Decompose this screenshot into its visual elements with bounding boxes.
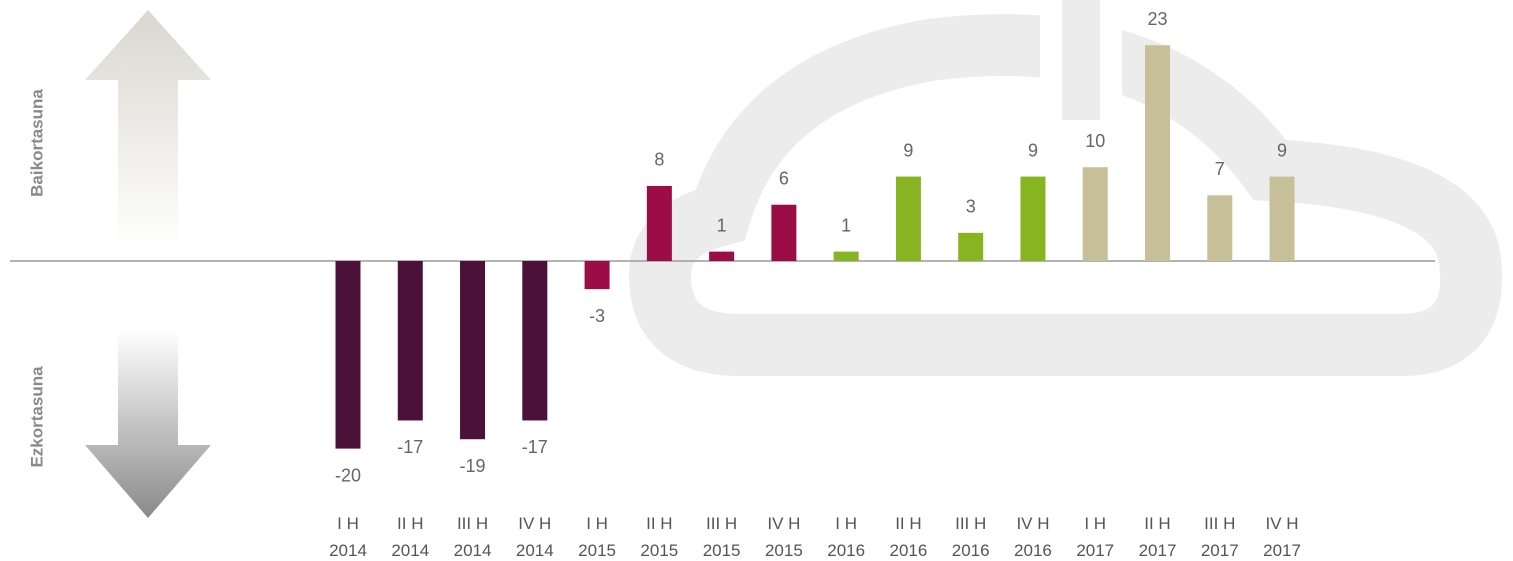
- cloud-decoration: [628, 14, 1503, 376]
- down-arrow: [85, 330, 211, 518]
- x-tick-label: I H 2015: [578, 514, 616, 560]
- bar: [771, 204, 797, 261]
- x-tick-label: I H 2014: [329, 514, 367, 560]
- bar: [833, 251, 859, 261]
- y-label-bottom: Ezkortasuna: [27, 366, 46, 468]
- x-tick-label: IV H 2016: [1014, 514, 1052, 560]
- up-arrow: [85, 10, 211, 250]
- bar: [460, 261, 486, 440]
- cloud-stem: [1062, 0, 1100, 120]
- value-label: 9: [903, 140, 913, 160]
- x-tick-label: II H 2016: [889, 514, 928, 560]
- value-label: 3: [966, 197, 976, 217]
- x-tick-label: IV H 2014: [515, 514, 554, 560]
- value-label: 6: [779, 168, 789, 188]
- value-label: -3: [589, 306, 605, 326]
- value-label: 9: [1028, 140, 1038, 160]
- bar: [397, 261, 423, 421]
- bar: [709, 251, 735, 261]
- bar: [646, 185, 672, 261]
- x-tick-label: IV H 2015: [764, 514, 803, 560]
- bar: [1082, 167, 1108, 261]
- bar: [1269, 176, 1295, 261]
- bar: [1145, 45, 1171, 262]
- value-label: 10: [1085, 131, 1105, 151]
- bar: [584, 261, 610, 290]
- x-tick-label: III H 2014: [453, 514, 492, 560]
- value-label: -19: [460, 456, 486, 476]
- bar: [522, 261, 548, 421]
- bar: [1020, 176, 1046, 261]
- x-tick-label: I H 2017: [1076, 514, 1115, 560]
- x-tick-label: II H 2015: [640, 514, 679, 560]
- value-label: -20: [335, 465, 361, 485]
- x-tick-label: II H 2017: [1138, 514, 1177, 560]
- bar: [958, 232, 984, 261]
- bar: [895, 176, 921, 261]
- x-tick-label: II H 2014: [391, 514, 430, 560]
- value-label: 7: [1215, 159, 1225, 179]
- value-label: 23: [1147, 9, 1167, 29]
- bar: [335, 261, 361, 449]
- value-label: -17: [522, 437, 548, 457]
- x-tick-label: I H 2016: [827, 514, 866, 560]
- value-label: 8: [654, 150, 664, 170]
- x-tick-label: III H 2016: [951, 514, 990, 560]
- value-label: 1: [717, 215, 727, 235]
- y-label-top: Baikortasuna: [27, 89, 46, 197]
- bar: [1207, 195, 1233, 261]
- x-tick-label: III H 2015: [702, 514, 741, 560]
- value-label: 9: [1277, 140, 1287, 160]
- x-tick-label: III H 2017: [1200, 514, 1239, 560]
- x-tick-label: IV H 2017: [1263, 514, 1301, 560]
- value-label: 1: [841, 215, 851, 235]
- value-label: -17: [397, 437, 423, 457]
